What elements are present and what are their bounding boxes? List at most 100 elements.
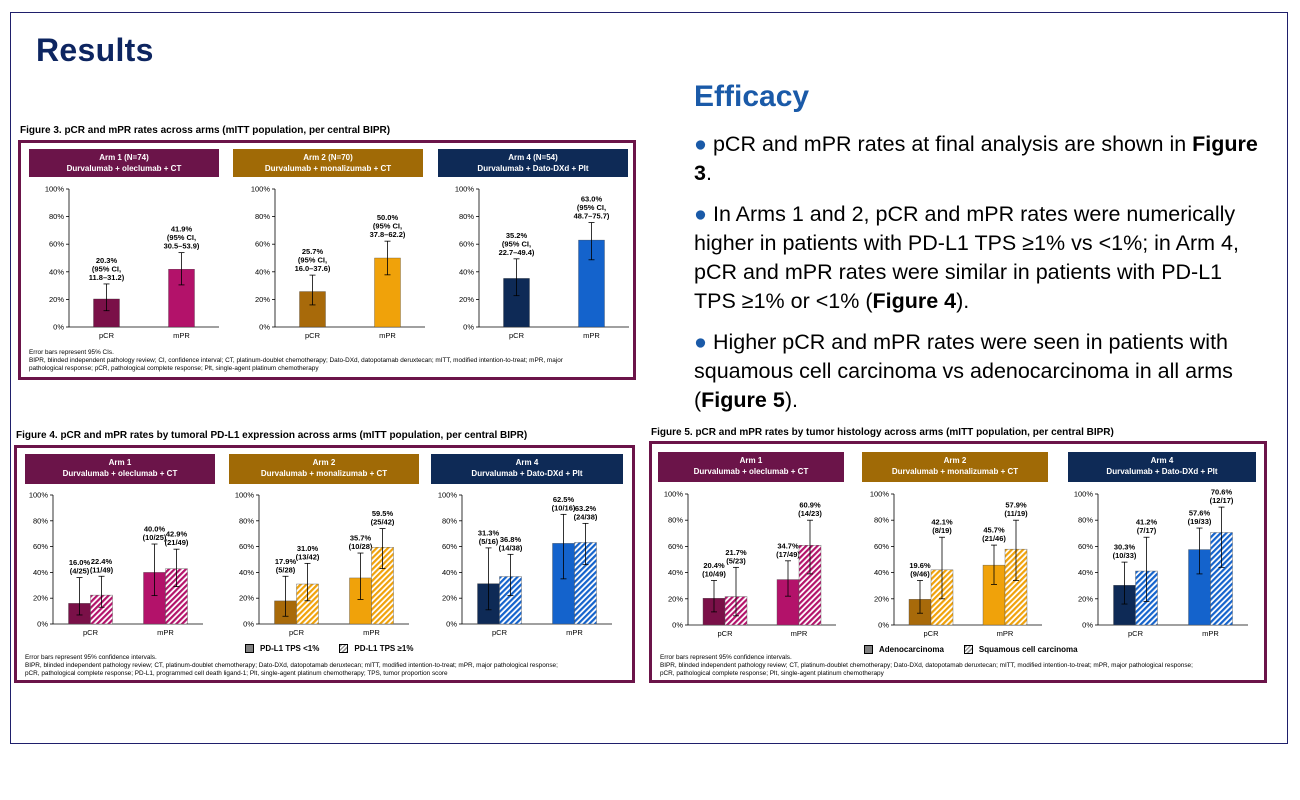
arm-header: Arm 4 (N=54) Durvalumab + Dato-DXd + Plt <box>438 149 628 177</box>
y-tick-label: 0% <box>37 620 48 629</box>
data-label: (10/25) <box>143 533 167 542</box>
arm-header: Arm 1 Durvalumab + oleclumab + CT <box>658 452 844 482</box>
bullet-dot: ● <box>694 132 713 156</box>
data-label: 57.9% <box>1005 501 1027 510</box>
y-tick-label: 100% <box>29 491 49 500</box>
y-tick-label: 40% <box>442 568 457 577</box>
y-tick-label: 100% <box>455 185 475 194</box>
data-label: 19.6% <box>909 561 931 570</box>
y-tick-label: 100% <box>45 185 65 194</box>
arm-header-regimen: Durvalumab + oleclumab + CT <box>62 469 178 478</box>
y-tick-label: 80% <box>49 212 64 221</box>
bullet-1: ● pCR and mPR rates at final analysis ar… <box>694 130 1264 188</box>
x-tick-label: pCR <box>83 628 99 637</box>
bullet-text: ). <box>956 289 970 313</box>
figure-footnote: Error bars represent 95% CIs. BIPR, blind… <box>29 349 627 373</box>
figure4-title: Figure 4. pCR and mPR rates by tumoral P… <box>16 430 528 441</box>
data-label: 59.5% <box>372 509 394 518</box>
fig5-svg: 0% 20% 40% 60% 80% 100% pCR mPR 20.4%(10/49) 21.7… <box>664 488 1248 638</box>
x-tick-label: pCR <box>492 628 508 637</box>
legend-swatch <box>963 645 973 654</box>
y-tick-label: 0% <box>1082 621 1093 630</box>
data-label: (11/19) <box>1004 509 1028 518</box>
x-tick-label: mPR <box>583 331 600 340</box>
data-label: 31.0% <box>297 544 319 553</box>
efficacy-heading: Efficacy <box>694 80 810 113</box>
data-label: (10/28) <box>349 542 373 551</box>
data-label: (21/49) <box>165 538 189 547</box>
data-label: 40.0% <box>144 525 166 534</box>
y-tick-label: 60% <box>239 542 254 551</box>
data-label: (24/38) <box>574 512 598 521</box>
data-label: 62.5% <box>553 495 575 504</box>
legend: PD-L1 TPS <1% PD-L1 TPS ≥1% <box>245 644 427 653</box>
y-tick-label: 40% <box>33 568 48 577</box>
y-tick-label: 0% <box>463 323 474 332</box>
y-tick-label: 80% <box>239 516 254 525</box>
data-label: 60.9% <box>799 501 821 510</box>
arm-header: Arm 2 (N=70) Durvalumab + monalizumab + C… <box>233 149 423 177</box>
arm-header: Arm 1 (N=74) Durvalumab + oleclumab + CT <box>29 149 219 177</box>
y-tick-label: 80% <box>442 516 457 525</box>
arm-header-regimen: Durvalumab + monalizumab + CT <box>260 469 388 478</box>
y-tick-label: 20% <box>255 295 270 304</box>
arm-header: Arm 2 Durvalumab + monalizumab + CT <box>862 452 1048 482</box>
data-label: 25.7% <box>302 247 324 256</box>
data-label: 17.9% <box>275 557 297 566</box>
arm-header-regimen: Durvalumab + oleclumab + CT <box>693 467 809 476</box>
arm-header-title: Arm 2 (N=70) <box>303 153 353 162</box>
y-tick-label: 60% <box>1078 542 1093 551</box>
data-label: 35.7% <box>350 534 372 543</box>
data-label: (95% CI, <box>577 203 606 212</box>
x-tick-label: mPR <box>997 629 1014 638</box>
data-label: (95% CI, <box>373 222 402 231</box>
data-label: (10/33) <box>1113 551 1137 560</box>
y-tick-label: 20% <box>668 594 683 603</box>
data-label: (12/17) <box>1210 496 1234 505</box>
y-tick-label: 0% <box>243 620 254 629</box>
x-tick-label: pCR <box>99 331 115 340</box>
data-label: 34.7% <box>777 541 799 550</box>
figure4-box: 0% 20% 40% 60% 80% 100% pCR mPR 16.0% (4/25) 22.4%… <box>14 445 635 683</box>
data-label: 41.2% <box>1136 518 1158 527</box>
y-tick-label: 80% <box>459 212 474 221</box>
data-label: (25/42) <box>371 518 395 527</box>
page-title: Results <box>36 32 154 68</box>
y-tick-label: 80% <box>255 212 270 221</box>
y-tick-label: 40% <box>459 267 474 276</box>
data-label: 30.3% <box>1114 543 1136 552</box>
legend-label: PD-L1 TPS <1% <box>260 644 320 653</box>
data-label: (5/28) <box>276 565 296 574</box>
arm-header-title: Arm 4 <box>515 458 539 467</box>
y-tick-label: 100% <box>438 491 458 500</box>
arm-header: Arm 2 Durvalumab + monalizumab + CT <box>229 454 419 484</box>
footnote-line: BIPR, blinded independent pathology revi… <box>29 357 563 364</box>
footnote-line: Error bars represent 95% confidence inte… <box>660 654 792 661</box>
x-tick-label: mPR <box>1202 629 1219 638</box>
legend: Adenocarcinoma Squamous cell carcinoma <box>864 645 1092 654</box>
arm-header: Arm 1 Durvalumab + oleclumab + CT <box>25 454 215 484</box>
y-tick-label: 20% <box>459 295 474 304</box>
data-label: 57.6% <box>1189 509 1211 518</box>
y-tick-label: 0% <box>672 621 683 630</box>
data-label: (95% CI, <box>502 239 531 248</box>
legend-swatch <box>245 644 254 653</box>
y-tick-label: 60% <box>668 542 683 551</box>
y-tick-label: 40% <box>668 568 683 577</box>
y-tick-label: 60% <box>874 542 889 551</box>
footnote-line: Error bars represent 95% CIs. <box>29 349 114 356</box>
data-label: 42.1% <box>931 518 953 527</box>
data-label: (11/49) <box>90 565 114 574</box>
figure3-box: 0% 20% 40% 60% 80% 100% pCR mPR 20.3% (95% CI, 11.… <box>18 140 636 380</box>
bullet-3: ● Higher pCR and mPR rates were seen in … <box>694 328 1264 415</box>
arm-header-regimen: Durvalumab + Dato-DXd + Plt <box>471 469 583 478</box>
data-label: 20.4% <box>703 561 725 570</box>
arm-header-title: Arm 1 (N=74) <box>99 153 149 162</box>
y-tick-label: 0% <box>446 620 457 629</box>
data-label: 36.8% <box>500 535 522 544</box>
data-label: 22.7–49.4) <box>499 248 535 257</box>
x-tick-label: pCR <box>717 629 733 638</box>
legend-label: Adenocarcinoma <box>879 645 944 654</box>
x-tick-label: pCR <box>509 331 525 340</box>
arm-header-title: Arm 4 <box>1150 456 1174 465</box>
